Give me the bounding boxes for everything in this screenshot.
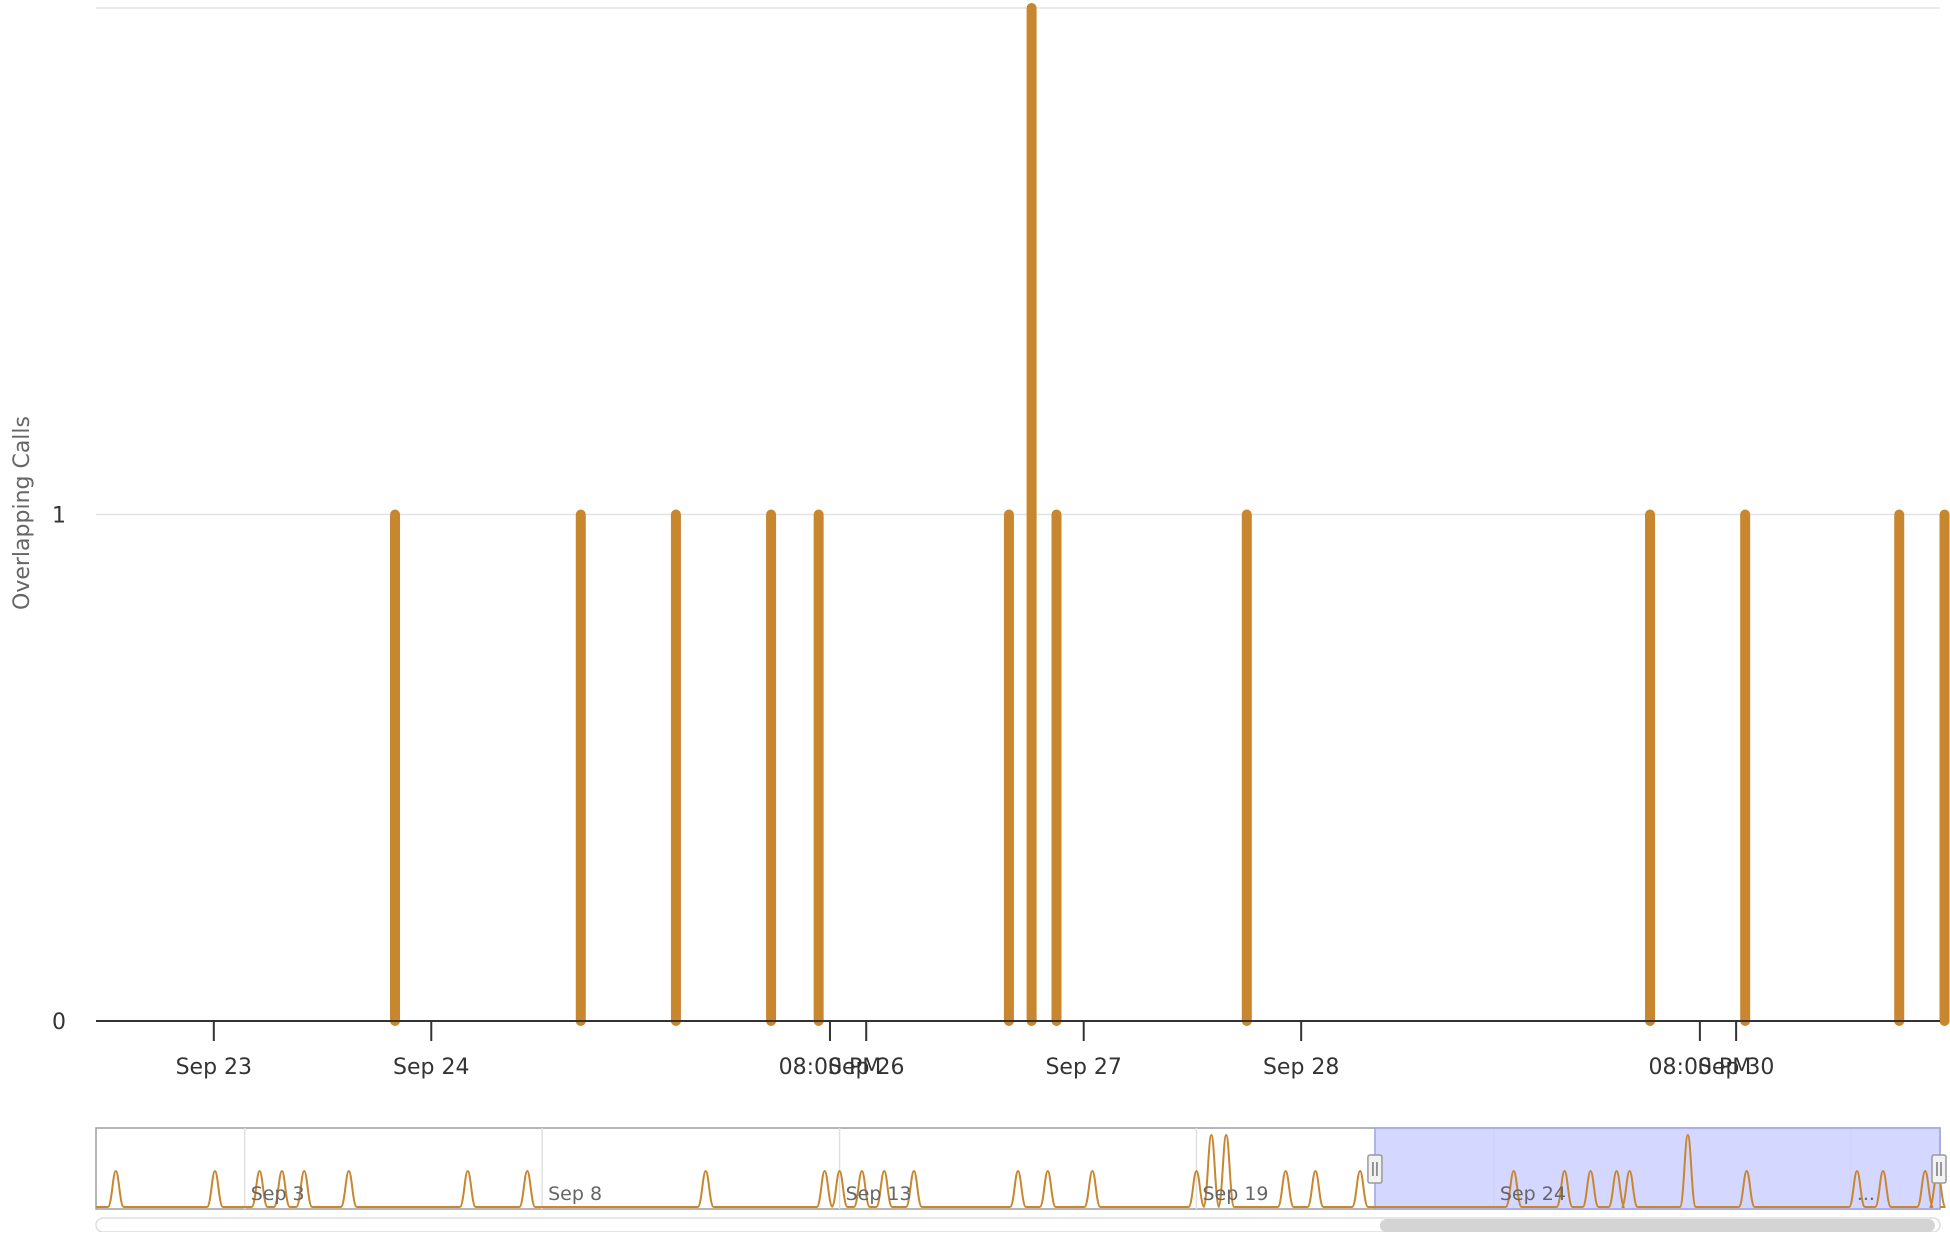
navigator-label: ... [1857, 1183, 1875, 1205]
y-axis-ticks: 01 [52, 504, 66, 1036]
handle-grip [1931, 1154, 1947, 1184]
range-navigator[interactable]: Sep 3 Sep 8 Sep 13 Sep 19 Sep 24... [95, 1127, 1947, 1210]
navigator-handle-left[interactable] [1367, 1154, 1383, 1184]
gridlines [96, 7, 1940, 516]
x-tick-label: Sep 26 [828, 1055, 904, 1080]
navigator-label: Sep 13 [846, 1183, 912, 1205]
x-tick-label: Sep 23 [176, 1055, 252, 1080]
navigator-label: Sep 19 [1202, 1183, 1268, 1205]
handle-grip [1367, 1154, 1383, 1184]
navigator-label: Sep 8 [548, 1183, 602, 1205]
x-tick-label: Sep 27 [1045, 1055, 1121, 1080]
y-tick-label: 1 [52, 504, 66, 529]
y-axis-title: Overlapping Calls [10, 416, 35, 610]
navigator-label: Sep 3 [251, 1183, 305, 1205]
x-tick-label: Sep 30 [1698, 1055, 1774, 1080]
x-tick-label: Sep 28 [1263, 1055, 1339, 1080]
navigator-labels: Sep 3 Sep 8 Sep 13 Sep 19 Sep 24... [251, 1183, 1875, 1205]
navigator-series-line [96, 1133, 1947, 1208]
x-tick-label: Sep 24 [393, 1055, 469, 1080]
horizontal-scrollbar[interactable] [95, 1217, 1941, 1233]
scrollbar-thumb[interactable] [1379, 1219, 1935, 1232]
data-bars [390, 3, 1950, 1026]
x-tick-label: 08:00 PM [779, 1055, 882, 1080]
navigator-selected-range[interactable] [1374, 1127, 1941, 1210]
y-tick-label: 0 [52, 1010, 66, 1035]
navigator-handle-right[interactable] [1931, 1154, 1947, 1184]
navigator-label: Sep 24 [1500, 1183, 1566, 1205]
x-tick-label: 08:00 PM [1649, 1055, 1752, 1080]
